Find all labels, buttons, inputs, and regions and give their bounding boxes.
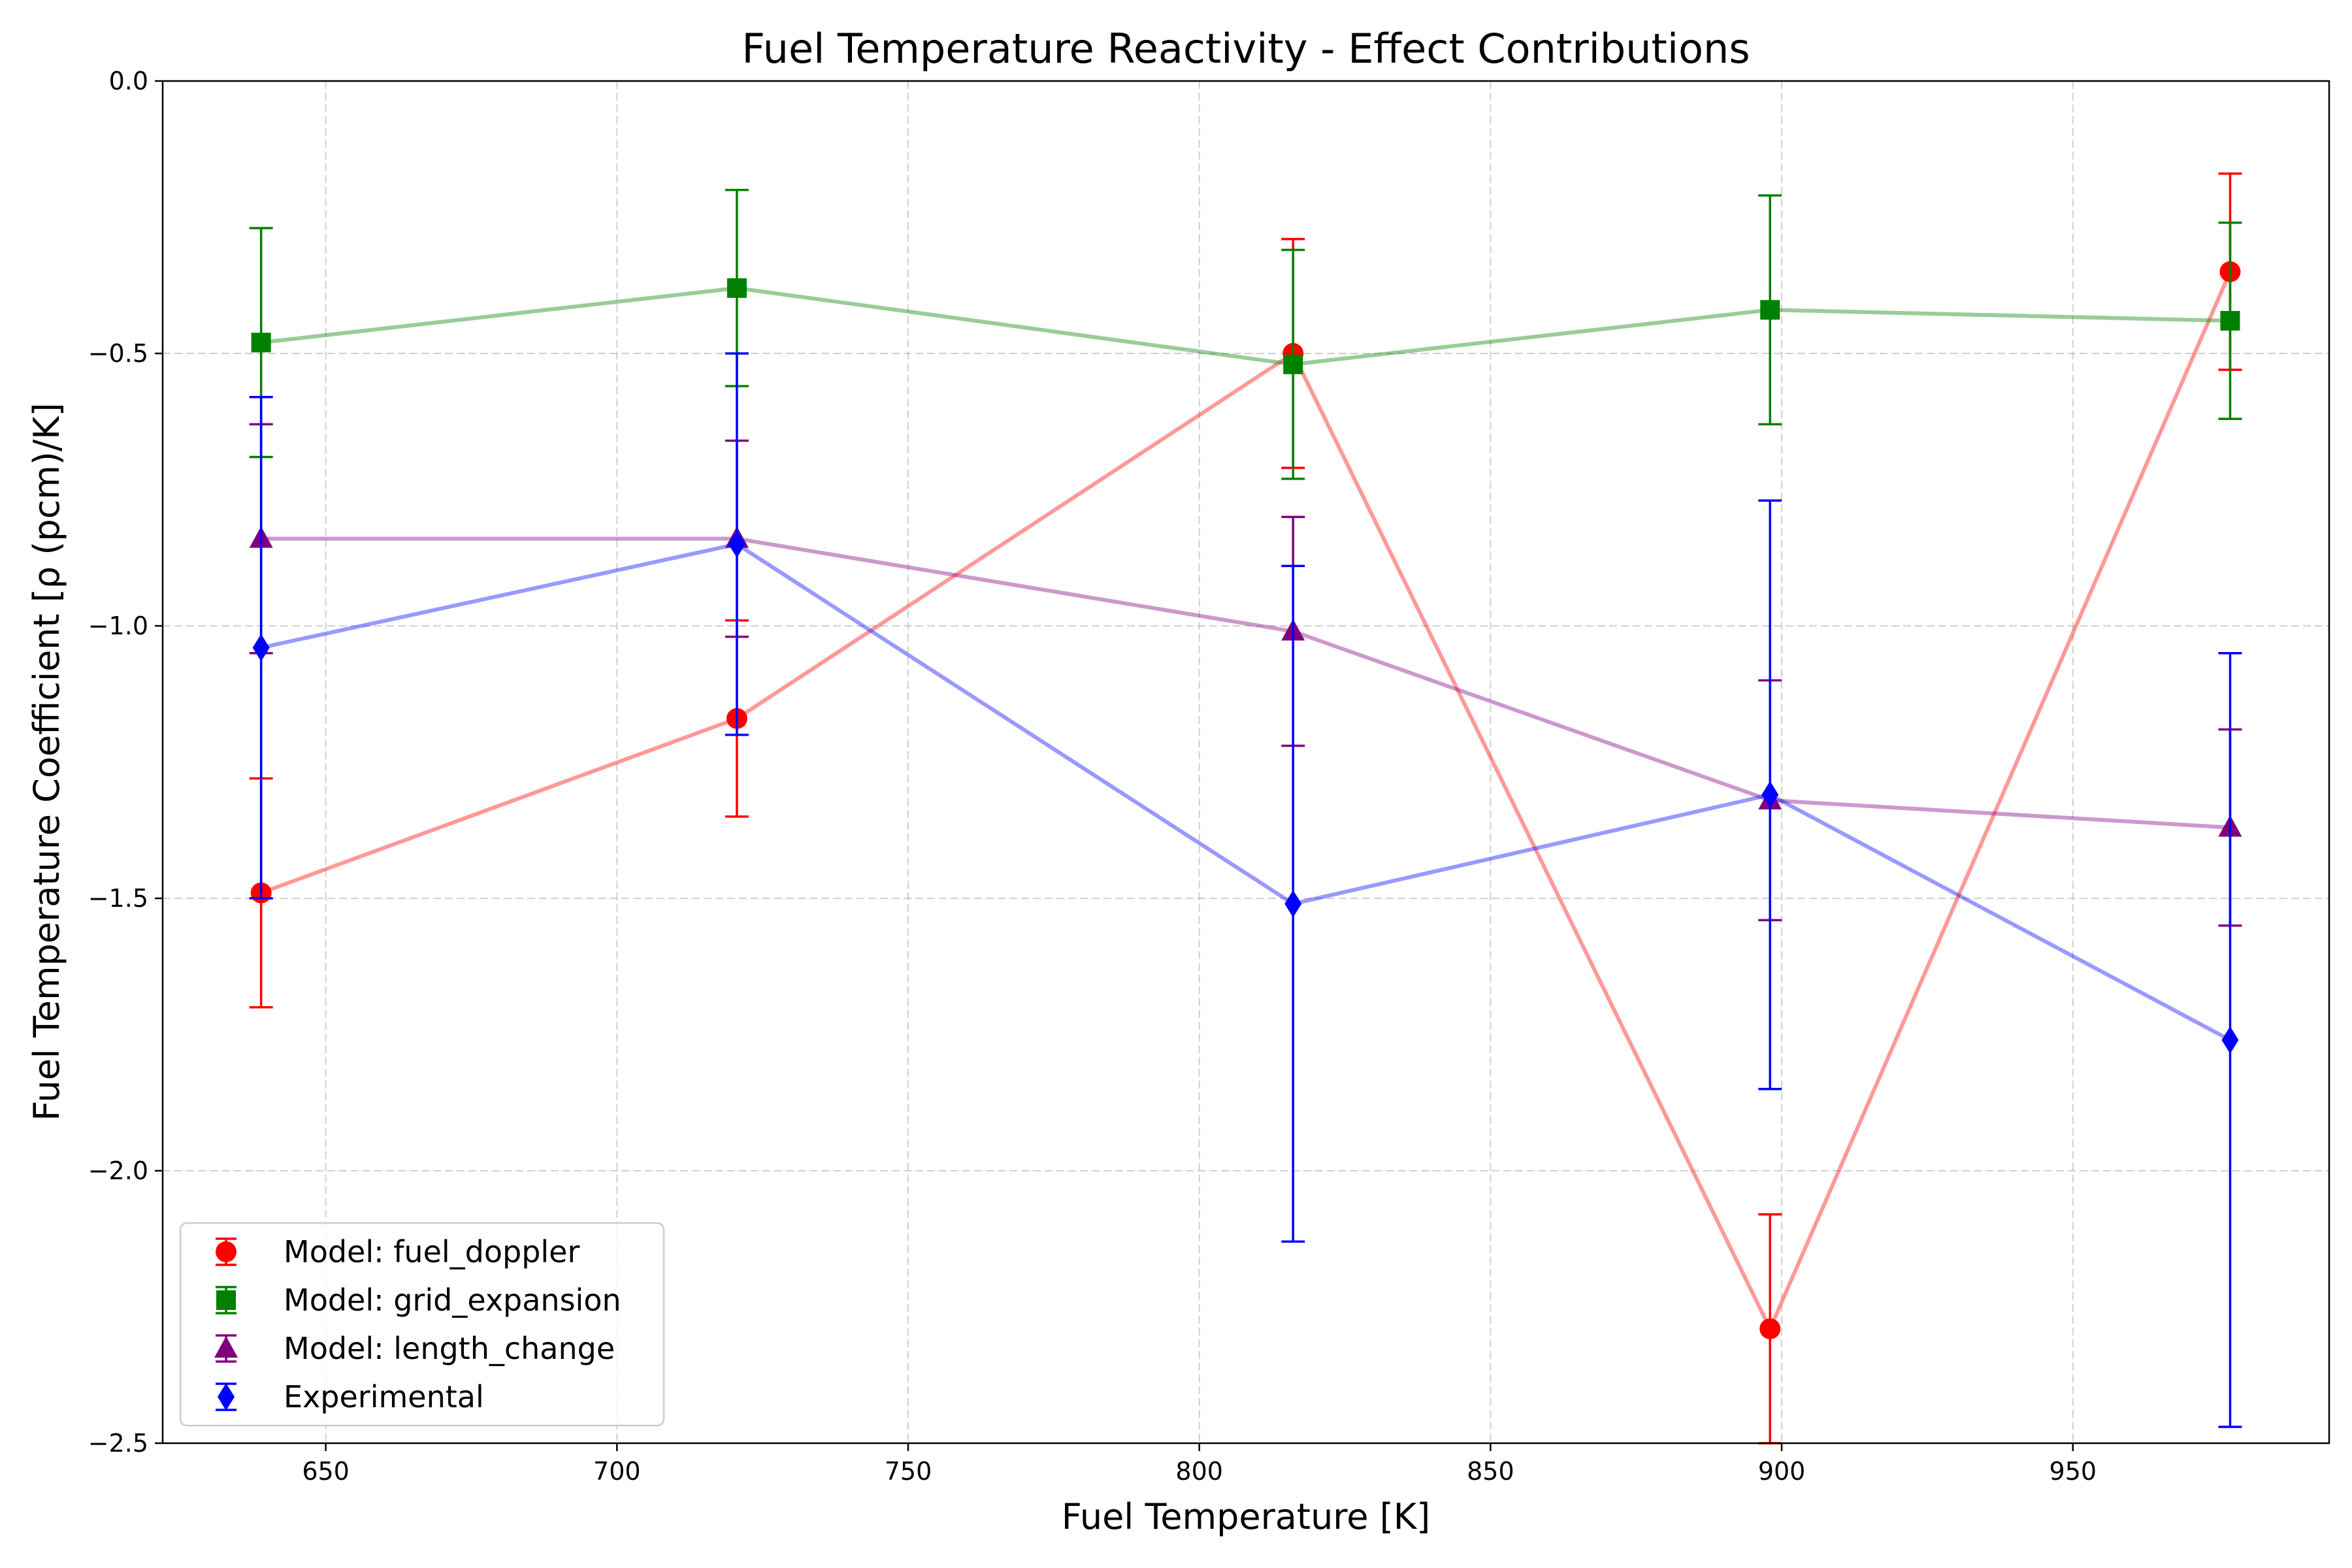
legend-frame <box>179 1222 665 1427</box>
x-tick-label: 950 <box>2050 1457 2097 1486</box>
chart-title: Fuel Temperature Reactivity - Effect Con… <box>742 25 1750 73</box>
y-tick-label: −2.5 <box>88 1429 148 1458</box>
x-tick-label: 800 <box>1175 1457 1223 1486</box>
legend-marker <box>214 1336 238 1358</box>
x-tick-label: 700 <box>593 1457 641 1486</box>
y-tick-label: 0.0 <box>109 67 148 95</box>
legend-entry: Model: length_change <box>214 1331 615 1366</box>
x-axis-label: Fuel Temperature [K] <box>1062 1496 1431 1537</box>
x-tick-label: 650 <box>302 1457 350 1486</box>
x-tick-label: 750 <box>885 1457 932 1486</box>
legend-label: Model: fuel_doppler <box>284 1234 580 1269</box>
y-axis-label: Fuel Temperature Coefficient [ρ (pcm)/K] <box>26 402 67 1121</box>
x-tick-label: 900 <box>1758 1457 1806 1486</box>
legend-marker <box>216 1241 237 1262</box>
series-model-grid-expansion <box>249 189 2242 480</box>
legend-entry: Model: fuel_doppler <box>216 1234 580 1269</box>
plot-frame <box>161 80 2330 1445</box>
plot-area <box>161 80 2330 1445</box>
data-point <box>1284 890 1302 918</box>
data-point <box>2220 310 2240 331</box>
plot-background <box>163 81 2329 1443</box>
data-point <box>251 333 271 353</box>
legend-entry: Model: grid_expansion <box>216 1282 621 1318</box>
data-point <box>252 634 270 662</box>
data-point <box>1761 781 1779 809</box>
series-experimental <box>249 352 2242 1428</box>
y-axis: 0.0 −0.5 −1.0 −1.5 −2.0 −2.5 <box>88 67 163 1458</box>
y-tick-label: −1.0 <box>88 612 148 640</box>
data-point <box>1759 1318 1781 1339</box>
data-point <box>1283 354 1303 374</box>
x-axis: 650 700 750 800 850 900 950 <box>302 1443 2097 1486</box>
legend-label: Model: grid_expansion <box>284 1282 621 1318</box>
legend: Model: fuel_doppler Model: grid_expansion… <box>179 1222 665 1427</box>
y-tick-label: −0.5 <box>88 339 148 368</box>
x-tick-label: 850 <box>1467 1457 1514 1486</box>
y-tick-label: −2.0 <box>88 1156 148 1185</box>
y-tick-label: −1.5 <box>88 884 148 913</box>
legend-entry: Experimental <box>216 1379 484 1414</box>
data-point <box>727 278 747 298</box>
legend-entries: Model: fuel_doppler Model: grid_expansion… <box>214 1234 621 1414</box>
data-point <box>2221 1026 2239 1054</box>
series-layer <box>249 172 2242 1445</box>
data-point <box>1760 300 1780 320</box>
legend-marker <box>218 1383 235 1411</box>
legend-marker <box>216 1290 236 1310</box>
legend-label: Model: length_change <box>284 1331 615 1366</box>
data-point <box>728 530 745 558</box>
legend-label: Experimental <box>284 1379 484 1414</box>
